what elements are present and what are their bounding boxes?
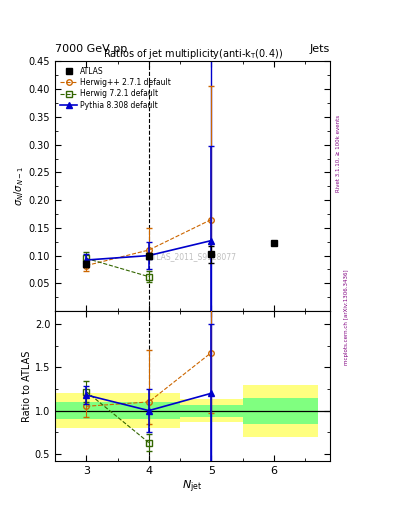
X-axis label: $N_\mathrm{jet}$: $N_\mathrm{jet}$: [182, 478, 203, 495]
Text: ATLAS_2011_S9128077: ATLAS_2011_S9128077: [148, 251, 237, 261]
Text: Jets: Jets: [310, 44, 330, 54]
Y-axis label: $\sigma_N/\sigma_{N-1}$: $\sigma_N/\sigma_{N-1}$: [12, 166, 26, 206]
Text: mcplots.cern.ch [arXiv:1306.3436]: mcplots.cern.ch [arXiv:1306.3436]: [344, 270, 349, 365]
Y-axis label: Ratio to ATLAS: Ratio to ATLAS: [22, 350, 32, 421]
Legend: ATLAS, Herwig++ 2.7.1 default, Herwig 7.2.1 default, Pythia 8.308 default: ATLAS, Herwig++ 2.7.1 default, Herwig 7.…: [57, 63, 174, 113]
Text: Rivet 3.1.10, ≥ 100k events: Rivet 3.1.10, ≥ 100k events: [336, 115, 341, 192]
Text: 7000 GeV pp: 7000 GeV pp: [55, 44, 127, 54]
Title: Ratios of jet multiplicity(anti-k$_\mathrm{T}$(0.4)): Ratios of jet multiplicity(anti-k$_\math…: [103, 47, 283, 61]
